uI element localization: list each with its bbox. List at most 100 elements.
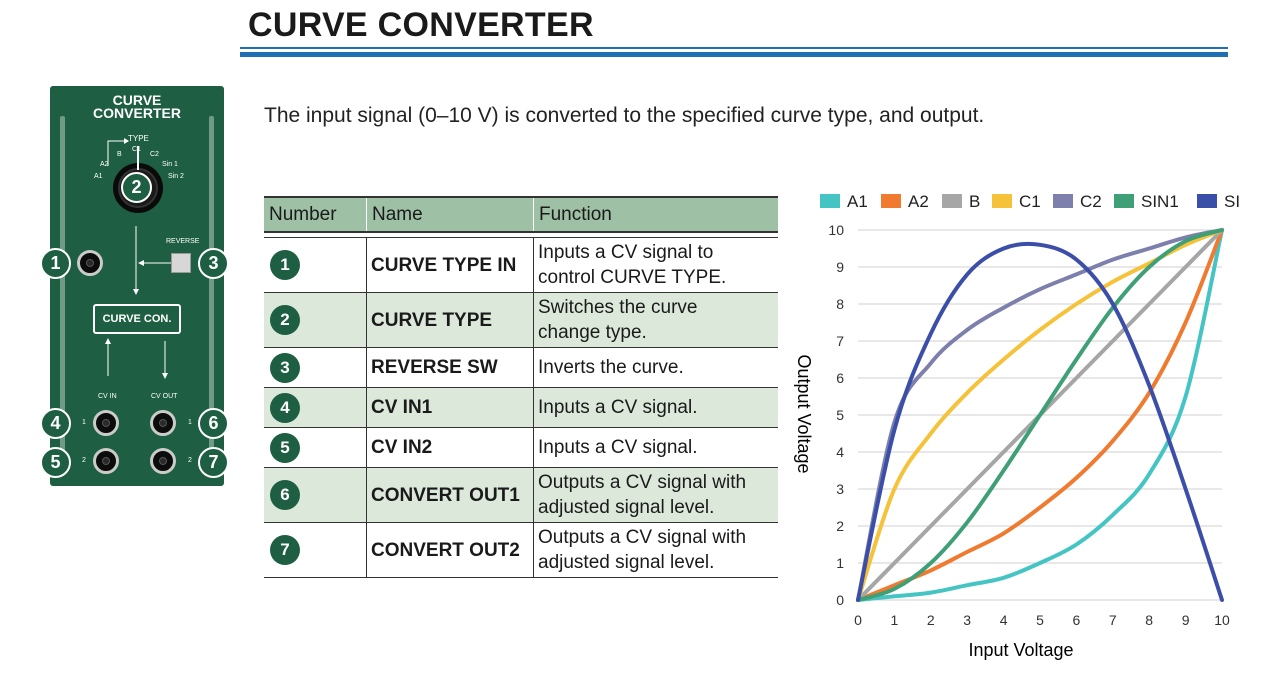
row-name: CONVERT OUT1 [366, 467, 534, 523]
table-row: 6 CONVERT OUT1 Outputs a CV signal with a… [264, 467, 778, 523]
legend-label-a1: A1 [847, 192, 868, 211]
table-row: 4 CV IN1 Inputs a CV signal. [264, 387, 778, 428]
y-tick-label: 10 [828, 222, 844, 238]
type-label: TYPE [128, 134, 149, 143]
chart-ticks: 0 1 2 3 4 5 6 7 8 9 10 0 1 2 3 4 5 6 7 8 9 10 [828, 222, 1230, 628]
row-function: Inputs a CV signal. [533, 387, 778, 428]
x-tick-label: 3 [963, 612, 971, 628]
y-tick-label: 2 [836, 518, 844, 534]
cv-in2-jack[interactable] [93, 448, 119, 474]
callout-7: 7 [198, 447, 229, 478]
knob-pos-sin1: Sin 1 [162, 161, 178, 168]
row-number-badge: 4 [270, 392, 300, 423]
legend-label-c2: C2 [1080, 192, 1102, 211]
curve-type-in-jack[interactable] [77, 250, 103, 276]
legend-swatch-sin2 [1197, 194, 1217, 208]
x-tick-label: 6 [1073, 612, 1081, 628]
curve-chart: A1 A2 B C1 C2 SIN1 SIN2 0 1 2 3 4 5 6 7 8 9 10 0 1 2 3 4 5 6 7 8 9… [794, 192, 1240, 660]
cv-in-label: CV IN [98, 393, 117, 400]
row-number-badge: 3 [270, 352, 300, 383]
x-tick-label: 8 [1145, 612, 1153, 628]
knob-pos-sin2: Sin 2 [168, 173, 184, 180]
row-name: CURVE TYPE IN [366, 237, 534, 293]
row-number-badge: 5 [270, 432, 300, 463]
knob-pos-b: B [117, 151, 122, 158]
row-name: CV IN2 [366, 427, 534, 468]
y-tick-label: 4 [836, 444, 844, 460]
y-tick-label: 9 [836, 259, 844, 275]
series-line-sin1 [856, 228, 1224, 602]
header-number: Number [264, 196, 367, 232]
panel-title-line2: CONVERTER [93, 105, 181, 121]
x-tick-label: 10 [1214, 612, 1230, 628]
header-rule-thick [240, 52, 1228, 57]
row-function: Inputs a CV signal. [533, 427, 778, 468]
callout-5: 5 [40, 447, 71, 478]
reverse-label: REVERSE [166, 238, 200, 245]
reverse-switch[interactable] [171, 253, 191, 273]
table-row: 2 CURVE TYPE Switches the curve change ty… [264, 292, 778, 348]
module-panel: CURVE CONVERTER TYPE A1 A2 B C1 C2 Sin 1… [40, 86, 229, 486]
row-function: Outputs a CV signal with adjusted signal … [533, 467, 778, 523]
panel-rail-left [60, 116, 65, 456]
y-tick-label: 8 [836, 296, 844, 312]
row-name: CV IN1 [366, 387, 534, 428]
legend-swatch-c1 [992, 194, 1012, 208]
cv-in1-jack[interactable] [93, 410, 119, 436]
y-tick-label: 7 [836, 333, 844, 349]
legend-swatch-sin1 [1114, 194, 1134, 208]
x-tick-label: 1 [891, 612, 899, 628]
callout-1: 1 [40, 248, 71, 279]
convert-out1-jack[interactable] [150, 410, 176, 436]
legend-swatch-c2 [1053, 194, 1073, 208]
function-table: Number Name Function 1 CURVE TYPE IN Inp… [264, 196, 778, 578]
cv-in-jack-num-2: 2 [82, 457, 86, 464]
cv-in-jack-num-1: 1 [82, 419, 86, 426]
row-name: CURVE TYPE [366, 292, 534, 348]
knob-pos-c1: C1 [132, 146, 141, 153]
knob-pos-c2: C2 [150, 151, 159, 158]
row-number-badge: 1 [270, 250, 300, 280]
x-tick-label: 2 [927, 612, 935, 628]
x-tick-label: 9 [1182, 612, 1190, 628]
row-function: Inverts the curve. [533, 347, 778, 388]
header-rule-thin [240, 47, 1228, 49]
cv-out-label: CV OUT [151, 393, 178, 400]
header-name: Name [366, 196, 534, 232]
legend-label-sin1: SIN1 [1141, 192, 1179, 211]
callout-6: 6 [198, 408, 229, 439]
convert-out2-jack[interactable] [150, 448, 176, 474]
callout-3: 3 [198, 248, 229, 279]
knob-pos-a2: A2 [100, 161, 109, 168]
y-tick-label: 6 [836, 370, 844, 386]
series-line-sin2 [856, 241, 1224, 602]
panel-rail-right [209, 116, 214, 456]
y-tick-label: 1 [836, 555, 844, 571]
panel-title-line1: CURVE [112, 92, 162, 108]
row-number-badge: 6 [270, 480, 300, 510]
row-function: Switches the curve change type. [533, 292, 778, 348]
intro-text: The input signal (0–10 V) is converted t… [264, 104, 985, 127]
legend-label-c1: C1 [1019, 192, 1041, 211]
page-title: CURVE CONVERTER [248, 6, 594, 44]
row-function: Outputs a CV signal with adjusted signal … [533, 522, 778, 578]
table-row: 3 REVERSE SW Inverts the curve. [264, 347, 778, 388]
legend-swatch-a2 [881, 194, 901, 208]
series-line-a2 [856, 228, 1224, 602]
header-function: Function [533, 196, 778, 232]
legend-label-b: B [969, 192, 980, 211]
curve-con-block: CURVE CON. [93, 304, 181, 334]
legend-label-a2: A2 [908, 192, 929, 211]
legend-label-sin2: SIN2 [1224, 192, 1240, 211]
series-line-a1 [856, 228, 1224, 602]
y-tick-label: 5 [836, 407, 844, 423]
row-function: Inputs a CV signal to control CURVE TYPE. [533, 237, 778, 293]
y-axis-label: Output Voltage [794, 354, 814, 473]
x-axis-label: Input Voltage [968, 640, 1073, 660]
chart-legend: A1 A2 B C1 C2 SIN1 SIN2 [820, 192, 1240, 211]
cv-out-jack-num-1: 1 [188, 419, 192, 426]
table-row: 1 CURVE TYPE IN Inputs a CV signal to con… [264, 237, 778, 293]
chart-series [856, 228, 1224, 602]
x-tick-label: 4 [1000, 612, 1008, 628]
callout-4: 4 [40, 408, 71, 439]
